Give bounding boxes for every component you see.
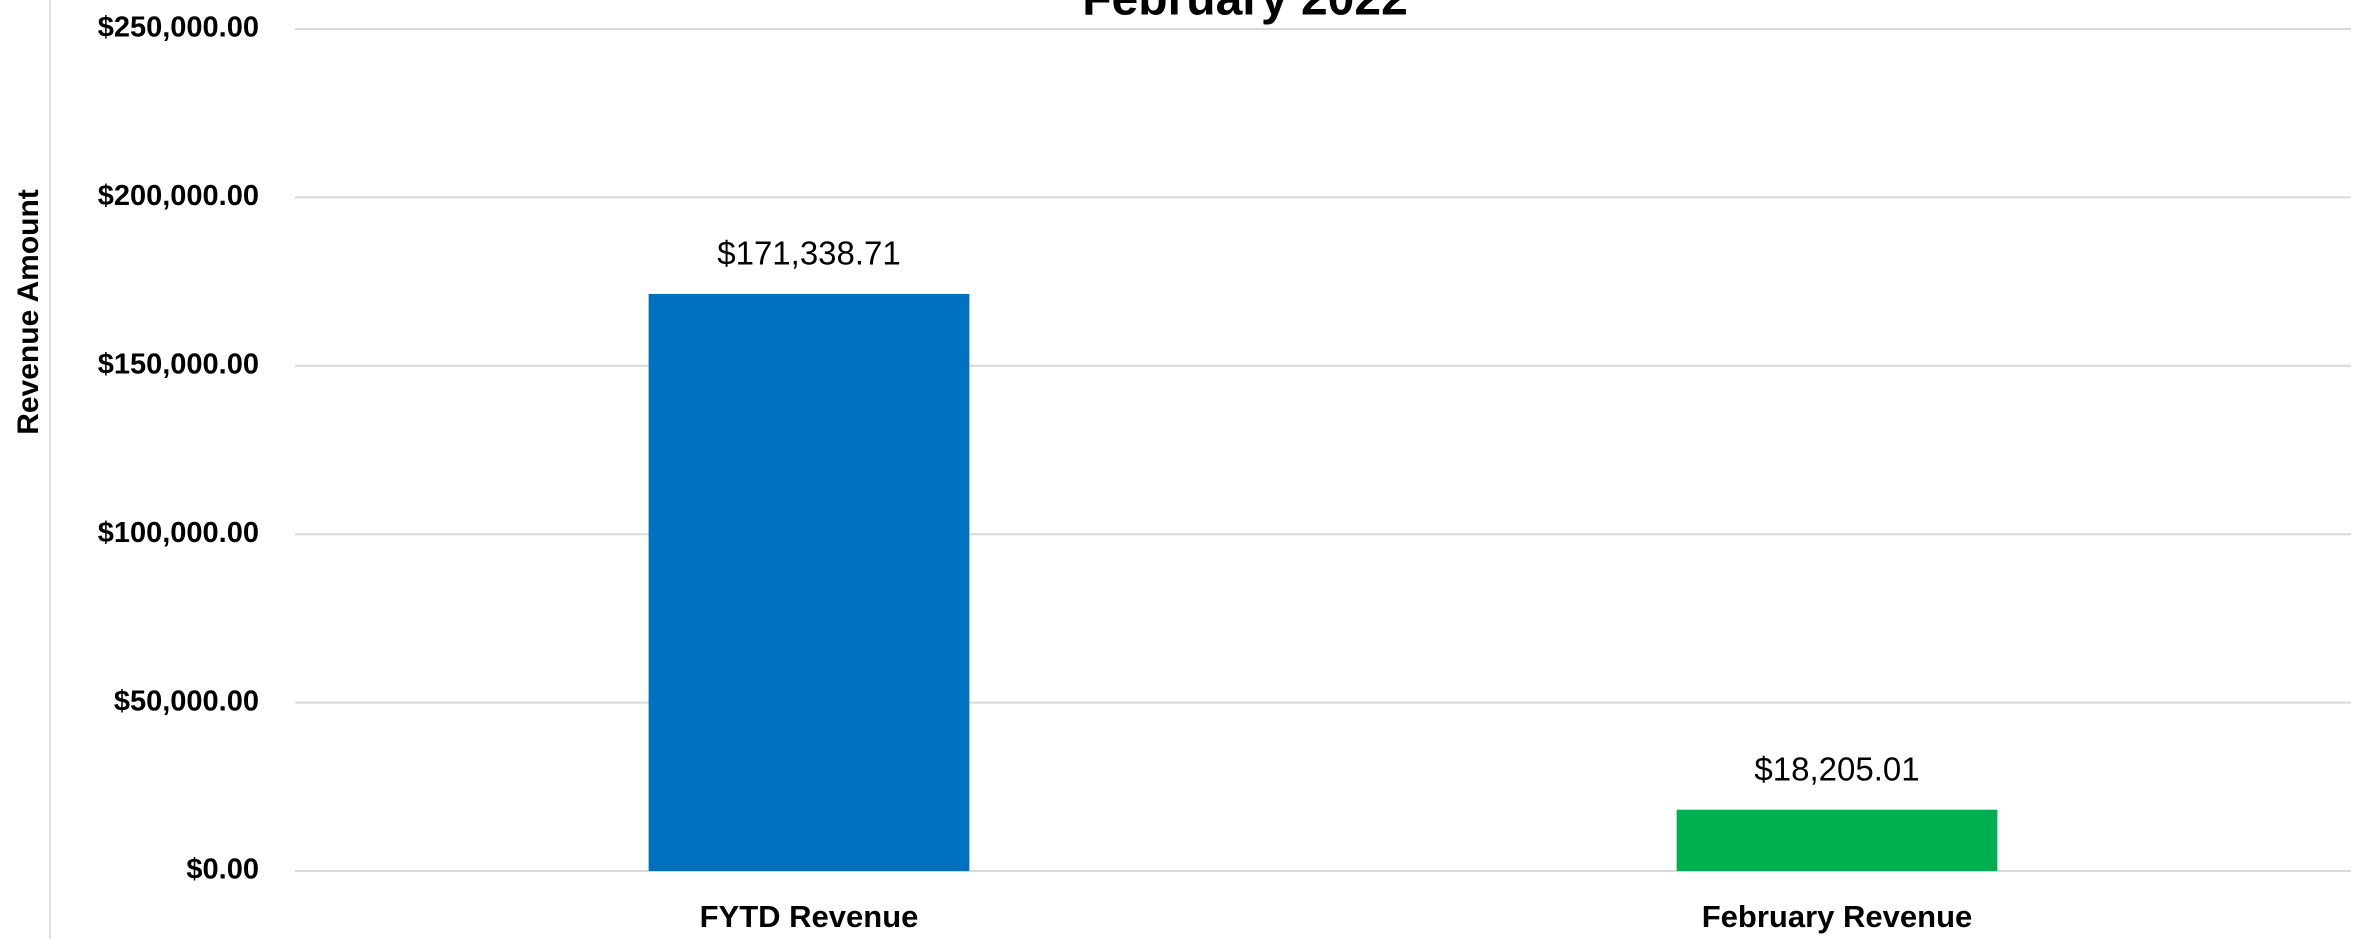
y-tick-label: $0.00 [186, 854, 259, 886]
x-tick-label: FYTD Revenue [700, 899, 919, 934]
x-tick-label: February Revenue [1702, 899, 1973, 934]
y-tick-label: $250,000.00 [98, 12, 259, 44]
y-tick-label: $200,000.00 [98, 180, 259, 212]
chart-title: February 2022 [1082, 0, 1408, 26]
y-axis-label: Revenue Amount [12, 189, 45, 435]
data-label: $18,205.01 [1754, 750, 1919, 787]
bar [1676, 809, 1998, 871]
y-tick-label: $150,000.00 [98, 348, 259, 380]
y-tick-label: $50,000.00 [114, 685, 259, 717]
data-label: $171,338.71 [717, 235, 901, 272]
y-tick-label: $100,000.00 [98, 517, 259, 549]
bar [648, 293, 970, 871]
